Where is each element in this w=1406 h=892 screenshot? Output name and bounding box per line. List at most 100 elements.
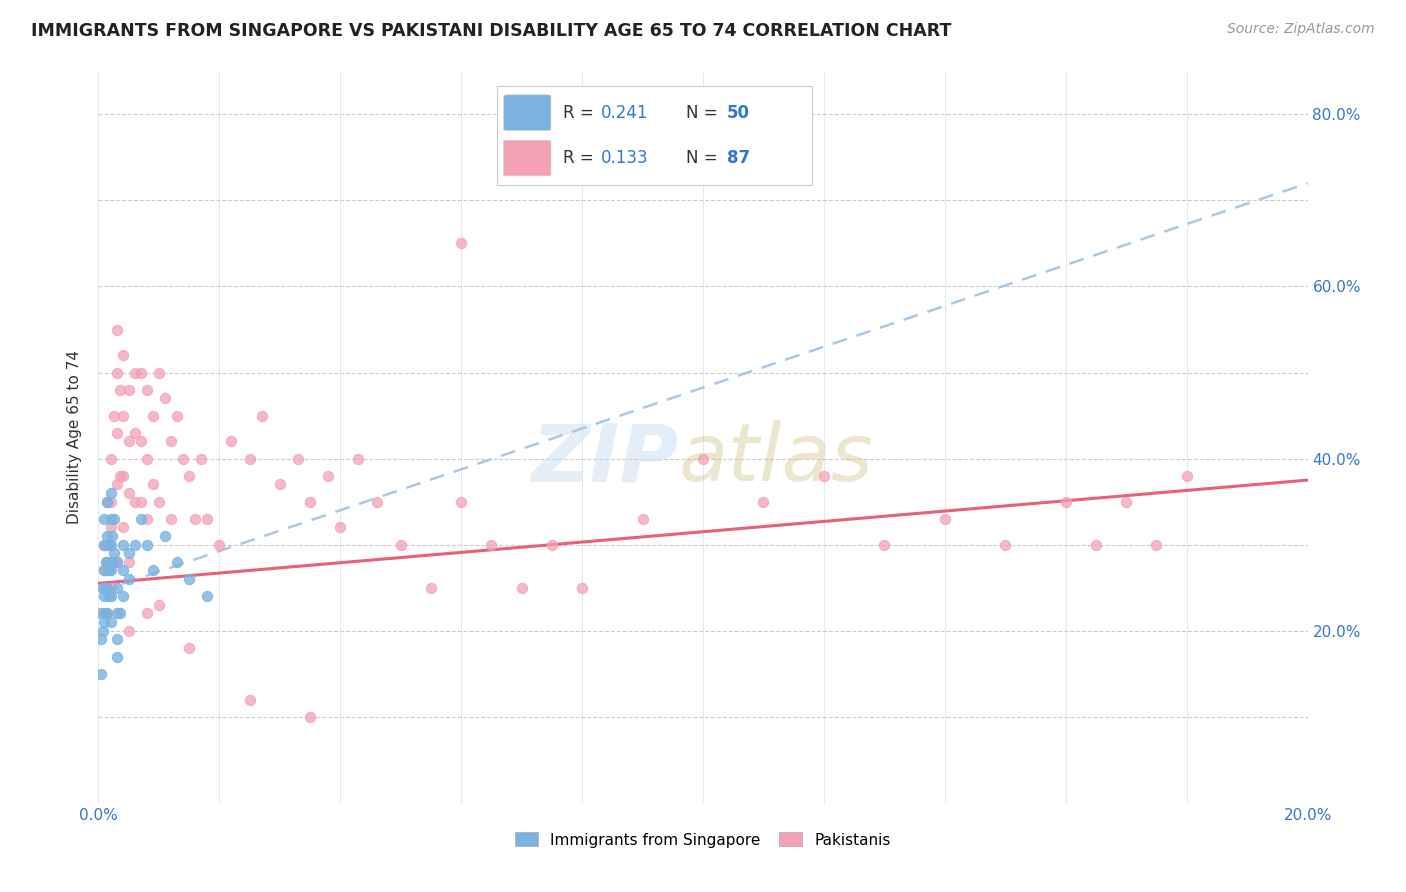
Point bbox=[299, 710, 322, 724]
Point bbox=[111, 409, 134, 423]
Point bbox=[148, 366, 170, 380]
Point bbox=[129, 494, 152, 508]
Point bbox=[100, 555, 122, 569]
Point bbox=[1085, 538, 1108, 552]
Point bbox=[118, 546, 141, 560]
Point bbox=[96, 555, 118, 569]
Point bbox=[195, 512, 218, 526]
Point bbox=[96, 607, 118, 621]
Point bbox=[96, 564, 118, 578]
Point bbox=[299, 494, 322, 508]
Point bbox=[450, 236, 472, 251]
Point bbox=[631, 512, 654, 526]
Point bbox=[208, 538, 231, 552]
Point bbox=[93, 564, 115, 578]
Point bbox=[105, 322, 128, 336]
Point bbox=[98, 538, 121, 552]
Point bbox=[124, 538, 146, 552]
Point bbox=[135, 538, 157, 552]
Point bbox=[692, 451, 714, 466]
Point bbox=[100, 589, 122, 603]
Point bbox=[1175, 468, 1198, 483]
Point bbox=[96, 494, 118, 508]
Point bbox=[752, 494, 775, 508]
Point bbox=[481, 538, 503, 552]
Point bbox=[105, 477, 128, 491]
Point bbox=[160, 512, 183, 526]
Point bbox=[96, 529, 118, 543]
Point bbox=[135, 607, 157, 621]
Point bbox=[148, 598, 170, 612]
Point bbox=[93, 607, 115, 621]
Point bbox=[239, 451, 262, 466]
Point bbox=[90, 607, 112, 621]
Point bbox=[103, 512, 125, 526]
Point bbox=[179, 468, 201, 483]
Point bbox=[118, 434, 141, 449]
Point bbox=[813, 468, 835, 483]
Point bbox=[96, 581, 118, 595]
Point bbox=[111, 348, 134, 362]
Point bbox=[129, 366, 152, 380]
Point bbox=[93, 589, 115, 603]
Point bbox=[1115, 494, 1137, 508]
Point bbox=[1144, 538, 1167, 552]
Point bbox=[124, 425, 146, 440]
Point bbox=[93, 512, 115, 526]
Point bbox=[105, 425, 128, 440]
Point bbox=[129, 434, 152, 449]
Point bbox=[105, 555, 128, 569]
Point bbox=[316, 468, 339, 483]
Point bbox=[269, 477, 291, 491]
Point bbox=[105, 649, 128, 664]
Point bbox=[90, 632, 112, 647]
Point bbox=[250, 409, 273, 423]
Point bbox=[98, 589, 121, 603]
Point bbox=[160, 434, 183, 449]
Point bbox=[124, 494, 146, 508]
Point bbox=[347, 451, 370, 466]
Point bbox=[153, 529, 176, 543]
Point bbox=[94, 581, 117, 595]
Point bbox=[111, 468, 134, 483]
Point bbox=[135, 383, 157, 397]
Point bbox=[118, 572, 141, 586]
Point bbox=[100, 512, 122, 526]
Point bbox=[142, 564, 165, 578]
Point bbox=[172, 451, 194, 466]
Point bbox=[111, 589, 134, 603]
Point bbox=[108, 383, 131, 397]
Point bbox=[142, 409, 165, 423]
Point bbox=[100, 564, 122, 578]
Point bbox=[108, 607, 131, 621]
Point bbox=[105, 555, 128, 569]
Point bbox=[571, 581, 593, 595]
Point bbox=[105, 366, 128, 380]
Point bbox=[118, 486, 141, 500]
Point bbox=[221, 434, 243, 449]
Text: ZIP: ZIP bbox=[531, 420, 679, 498]
Point bbox=[105, 607, 128, 621]
Point bbox=[129, 512, 152, 526]
Point bbox=[100, 451, 122, 466]
Point bbox=[118, 624, 141, 638]
Point bbox=[366, 494, 388, 508]
Point bbox=[329, 520, 352, 534]
Point bbox=[94, 555, 117, 569]
Point bbox=[135, 451, 157, 466]
Point bbox=[450, 494, 472, 508]
Point bbox=[994, 538, 1017, 552]
Point bbox=[103, 409, 125, 423]
Point bbox=[93, 615, 115, 629]
Point bbox=[100, 538, 122, 552]
Point bbox=[111, 520, 134, 534]
Point bbox=[111, 538, 134, 552]
Point bbox=[166, 409, 188, 423]
Point bbox=[91, 624, 114, 638]
Point bbox=[96, 494, 118, 508]
Point bbox=[510, 581, 533, 595]
Point bbox=[100, 494, 122, 508]
Legend: Immigrants from Singapore, Pakistanis: Immigrants from Singapore, Pakistanis bbox=[509, 826, 897, 854]
Text: atlas: atlas bbox=[679, 420, 873, 498]
Point bbox=[190, 451, 212, 466]
